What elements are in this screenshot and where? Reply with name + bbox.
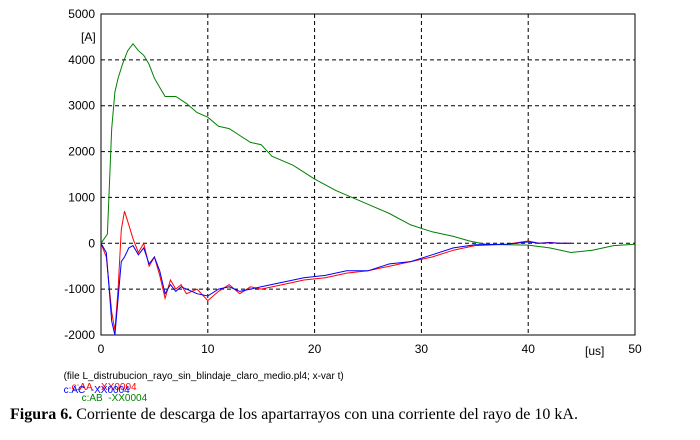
legend-row-1: (file L_distrubucion_rayo_sin_blindaje_c… — [58, 360, 344, 404]
x-tick-label: 0 — [98, 342, 105, 356]
axis-ticks: 0 10 20 30 40 50 -2000 -1000 0 1000 2000 3000 4000 50… — [64, 7, 642, 356]
y-tick-label: 2000 — [68, 145, 95, 159]
y-tick-label: 5000 — [68, 7, 95, 21]
series-group — [100, 42, 636, 336]
y-tick-label: 3000 — [68, 99, 95, 113]
caption-text: Corriente de descarga de los apartarrayo… — [72, 406, 578, 423]
y-tick-label: 4000 — [68, 53, 95, 67]
file-note: (file L_distrubucion_rayo_sin_blindaje_c… — [63, 371, 344, 382]
y-tick-label: 0 — [88, 236, 95, 250]
figure-caption: Figura 6. Corriente de descarga de los a… — [10, 406, 700, 424]
legend-item-ab: c:AB -XX0004 — [81, 393, 148, 404]
x-axis-label: [us] — [585, 344, 604, 358]
x-tick-label: 10 — [201, 342, 215, 356]
grid — [101, 14, 635, 335]
x-tick-label: 40 — [522, 342, 536, 356]
y-tick-label: 1000 — [68, 190, 95, 204]
series-line-aa — [100, 211, 571, 331]
chart: 0 10 20 30 40 50 -2000 -1000 0 1000 2000 3000 4000 50… — [64, 7, 642, 358]
plot-area — [100, 13, 636, 336]
legend-item-ac: c:AC -XX0004 — [63, 385, 130, 396]
series-line-ac — [100, 241, 571, 336]
y-tick-label: -2000 — [64, 328, 95, 342]
x-tick-label: 20 — [308, 342, 322, 356]
x-tick-label: 30 — [415, 342, 429, 356]
y-tick-label: -1000 — [64, 282, 95, 296]
y-axis-label: [A] — [81, 30, 96, 44]
caption-label: Figura 6. — [10, 406, 73, 423]
legend-item-aa: c:AA -XX0004 — [71, 382, 137, 393]
legend-row-2: c:AC -XX0004 — [58, 374, 130, 396]
x-tick-label: 50 — [628, 342, 642, 356]
